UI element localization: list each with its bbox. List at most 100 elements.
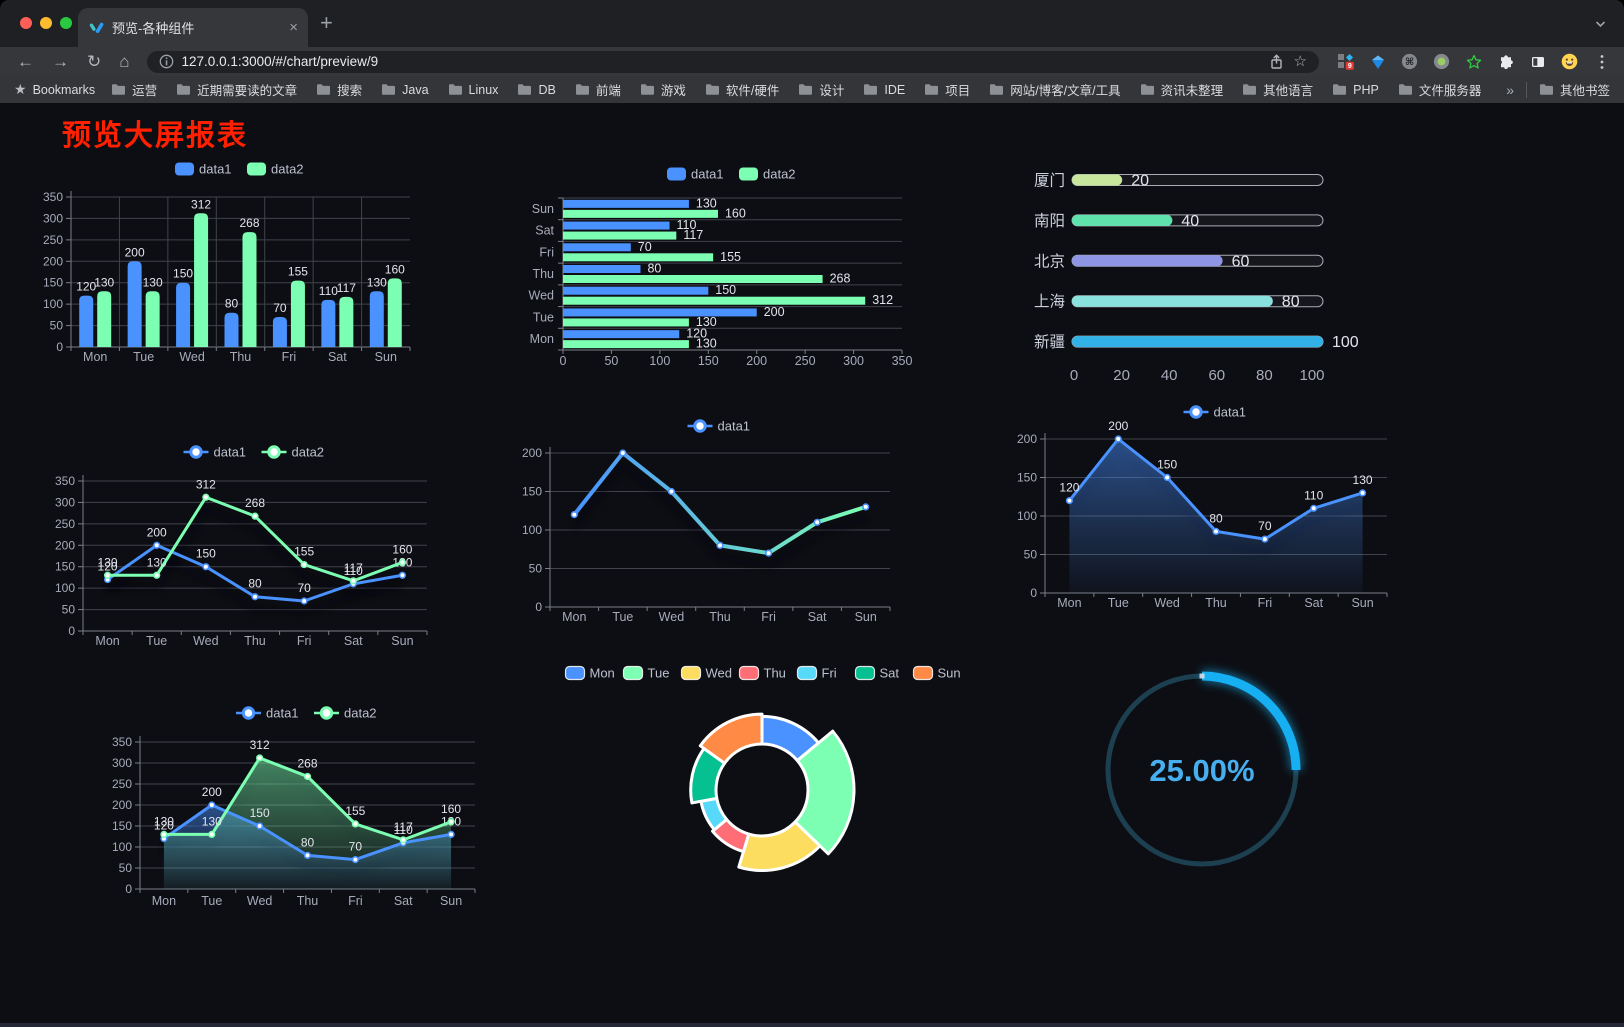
svg-text:350: 350 [892, 354, 913, 368]
svg-text:200: 200 [764, 305, 785, 319]
folder-icon [1140, 84, 1154, 95]
svg-text:0: 0 [535, 600, 542, 614]
bookmark-folder[interactable]: 搜索 [316, 80, 362, 99]
chart-city-progress[interactable]: 厦门 20 南阳 40 北京 60 上海 80 新疆 100 0 20 40 60 80 100 [995, 155, 1359, 390]
svg-text:data1: data1 [214, 445, 247, 460]
svg-text:120: 120 [76, 280, 96, 294]
browser-tab[interactable]: 预览-各种组件 × [78, 8, 308, 47]
share-icon[interactable] [1269, 53, 1284, 70]
svg-text:312: 312 [196, 477, 216, 491]
profile-avatar-emoji[interactable] [1561, 53, 1578, 70]
svg-text:155: 155 [294, 545, 314, 559]
home-icon[interactable]: ⌂ [119, 52, 130, 71]
svg-text:Sat: Sat [808, 610, 827, 624]
chart-two-series-line[interactable]: data1 data2 0 50 100 150 200 250 300 350 Mon Tue Wed… [40, 440, 440, 665]
minimize-window-button[interactable] [40, 17, 52, 29]
svg-text:Sat: Sat [328, 350, 347, 364]
bookmark-folder[interactable]: 前端 [575, 80, 621, 99]
bookmark-folder[interactable]: Linux [448, 83, 498, 97]
svg-text:50: 50 [1024, 548, 1038, 562]
bookmark-folder[interactable]: 运营 [111, 80, 157, 99]
svg-text:155: 155 [720, 250, 741, 264]
svg-text:120: 120 [686, 327, 707, 341]
bookmark-folder[interactable]: 游戏 [640, 80, 686, 99]
bookmark-folder-label: 文件服务器 [1418, 84, 1482, 98]
bookmark-folder[interactable]: DB [517, 83, 556, 97]
svg-text:新疆: 新疆 [1034, 333, 1065, 351]
tab-search-chevron-icon[interactable] [1595, 20, 1606, 28]
bookmark-folder[interactable]: 设计 [798, 80, 844, 99]
extension-dot-icon[interactable] [1433, 53, 1450, 70]
chart-gradient-line[interactable]: data1 0 50 100 150 200 Mon Tue Wed Thu Fri Sat Sun [505, 405, 900, 635]
reload-icon[interactable]: ↻ [87, 52, 102, 71]
bookmarks-root-label[interactable]: Bookmarks [32, 82, 96, 97]
chart-grouped-bar[interactable]: data1 data2 0 50 100 150 200 250 300 350 Mon 120 130… [40, 150, 440, 375]
svg-text:Sun: Sun [375, 350, 397, 364]
bookmark-folder[interactable]: 文件服务器 [1398, 80, 1482, 99]
bookmark-folder[interactable]: 近期需要读的文章 [176, 80, 297, 99]
svg-text:60: 60 [1232, 253, 1250, 270]
forward-icon[interactable]: → [52, 52, 69, 71]
extension-gem-icon[interactable] [1369, 53, 1386, 70]
svg-text:150: 150 [43, 276, 63, 290]
bookmark-folder[interactable]: 资讯未整理 [1140, 80, 1223, 99]
extension-green-star-icon[interactable] [1465, 53, 1482, 70]
url-text[interactable]: 127.0.0.1:3000/#/chart/preview/9 [181, 54, 379, 69]
chart-two-series-area-line[interactable]: data1 data2 0 50 100 150 200 250 300 350 Mon Tue Wed… [90, 685, 490, 920]
svg-text:70: 70 [297, 581, 311, 595]
zoom-window-button[interactable] [60, 17, 72, 29]
bookmark-folder[interactable]: 软件/硬件 [705, 80, 779, 99]
folder-icon [575, 84, 589, 95]
svg-text:200: 200 [147, 525, 167, 539]
svg-text:data2: data2 [344, 706, 377, 721]
extension-grid-badge-icon[interactable]: 9 [1337, 53, 1354, 70]
close-window-button[interactable] [20, 17, 32, 29]
svg-text:312: 312 [191, 197, 211, 211]
svg-text:Wed: Wed [529, 289, 555, 303]
other-bookmarks-folder[interactable]: 其他书签 [1539, 80, 1610, 99]
bookmark-folder-label: 其他语言 [1263, 84, 1314, 98]
bookmark-folder[interactable]: IDE [863, 83, 905, 97]
svg-text:160: 160 [725, 206, 746, 220]
chart-rose-donut[interactable]: Mon Tue Wed Thu Fri Sat Sun [550, 660, 974, 910]
bookmark-folder[interactable]: 网站/博客/文章/工具 [989, 80, 1121, 99]
side-panel-icon[interactable] [1529, 53, 1546, 70]
bookmark-folder-label: 项目 [945, 84, 971, 98]
new-tab-button[interactable]: + [320, 10, 333, 35]
tab-close-icon[interactable]: × [289, 19, 298, 36]
bookmark-folder[interactable]: 其他语言 [1242, 80, 1313, 99]
address-bar[interactable]: 127.0.0.1:3000/#/chart/preview/9 ☆ [146, 50, 1319, 73]
chart-progress-gauge[interactable]: 25.00% [1090, 660, 1320, 890]
svg-text:Wed: Wed [179, 350, 205, 364]
browser-menu-icon[interactable] [1593, 53, 1610, 70]
bookmarks-star-icon[interactable]: ★ [14, 81, 27, 97]
chart-area-line[interactable]: data1 0 50 100 150 200 Mon Tue Wed Thu Fri Sat Sun 12… [985, 400, 1395, 620]
bookmark-folder-label: 设计 [819, 84, 845, 98]
svg-text:150: 150 [55, 560, 75, 574]
bookmark-folder[interactable]: 项目 [924, 80, 970, 99]
bookmark-star-icon[interactable]: ☆ [1293, 53, 1307, 70]
site-info-icon[interactable] [159, 54, 174, 69]
svg-text:⌘: ⌘ [1405, 57, 1414, 68]
chart-horizontal-bar[interactable]: data1 data2 0 50 100 150 200 250 300 350 Mon 120 130… [505, 150, 915, 375]
folder-icon [705, 84, 719, 95]
svg-text:130: 130 [696, 337, 717, 351]
svg-text:80: 80 [301, 835, 315, 849]
svg-text:Sun: Sun [1351, 596, 1373, 610]
svg-text:Fri: Fri [761, 610, 776, 624]
svg-text:160: 160 [385, 262, 405, 276]
svg-text:Fri: Fri [348, 894, 363, 908]
browser-toolbar: ← → ↻ ⌂ 127.0.0.1:3000/#/chart/preview/9… [0, 47, 1624, 76]
extensions-puzzle-icon[interactable] [1497, 53, 1514, 70]
folder-icon [448, 84, 462, 95]
folder-icon [1243, 84, 1257, 95]
bookmark-folder-label: 搜索 [337, 84, 363, 98]
back-icon[interactable]: ← [17, 52, 34, 71]
bookmark-folder[interactable]: Java [381, 83, 429, 97]
bookmark-folder[interactable]: PHP [1332, 83, 1379, 97]
extension-command-icon[interactable]: ⌘ [1401, 53, 1418, 70]
svg-text:130: 130 [98, 555, 118, 569]
svg-text:117: 117 [344, 561, 363, 575]
svg-text:南阳: 南阳 [1034, 212, 1065, 230]
bookmarks-overflow-chevron[interactable]: » [1506, 81, 1514, 98]
